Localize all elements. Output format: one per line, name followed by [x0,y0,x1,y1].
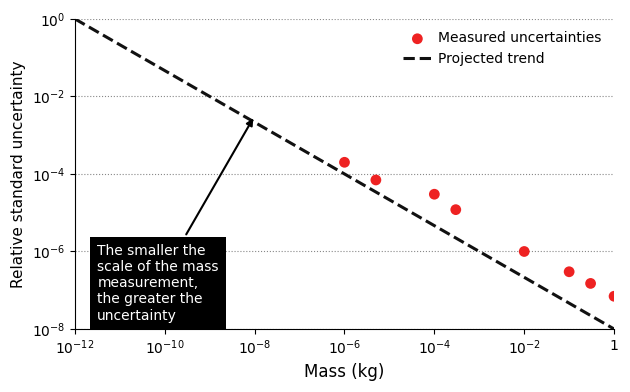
Point [340,159,350,165]
Point [564,269,574,275]
Point [450,207,461,213]
Text: The smaller the
scale of the mass
measurement,
the greater the
uncertainty: The smaller the scale of the mass measur… [98,120,252,323]
Point [585,280,595,287]
Point [519,249,529,255]
Point [371,177,381,183]
Y-axis label: Relative standard uncertainty: Relative standard uncertainty [11,60,26,288]
Point [429,191,439,197]
Legend: Measured uncertainties, Projected trend: Measured uncertainties, Projected trend [398,26,607,72]
X-axis label: Mass (kg): Mass (kg) [304,363,385,381]
Point [609,293,619,299]
